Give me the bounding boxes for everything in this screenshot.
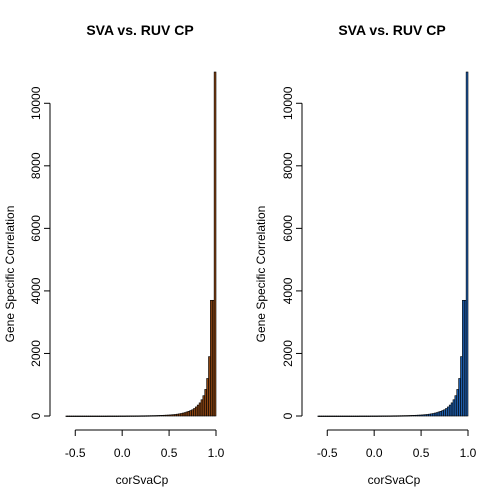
histogram-bar (213, 71, 217, 417)
y-tick-label: 6000 (281, 215, 295, 242)
y-tick-label: 0 (29, 412, 43, 419)
x-tick-label: 1.0 (460, 446, 477, 460)
x-tick-label: 0.5 (413, 446, 430, 460)
x-tick-label: 0.0 (114, 446, 131, 460)
y-tick-label: 2000 (281, 340, 295, 367)
histogram-bar (465, 71, 469, 417)
y-tick-label: 10000 (29, 86, 43, 120)
y-axis-label: Gene Specific Correlation (254, 206, 268, 343)
chart-title: SVA vs. RUV CP (86, 22, 193, 38)
y-tick-label: 4000 (29, 277, 43, 304)
x-tick-label: 0.5 (161, 446, 178, 460)
x-tick-label: 0.0 (366, 446, 383, 460)
y-tick-label: 8000 (29, 152, 43, 179)
x-tick-label: -0.5 (65, 446, 86, 460)
y-axis-label: Gene Specific Correlation (3, 206, 17, 343)
y-tick-label: 2000 (29, 340, 43, 367)
x-tick-label: -0.5 (317, 446, 338, 460)
y-tick-label: 10000 (281, 86, 295, 120)
y-tick-label: 8000 (281, 152, 295, 179)
y-tick-label: 0 (281, 412, 295, 419)
x-axis-label: corSvaCp (368, 473, 421, 487)
y-tick-label: 4000 (281, 277, 295, 304)
x-axis-label: corSvaCp (116, 473, 169, 487)
x-tick-label: 1.0 (208, 446, 225, 460)
chart-title: SVA vs. RUV CP (338, 22, 445, 38)
y-tick-label: 6000 (29, 215, 43, 242)
